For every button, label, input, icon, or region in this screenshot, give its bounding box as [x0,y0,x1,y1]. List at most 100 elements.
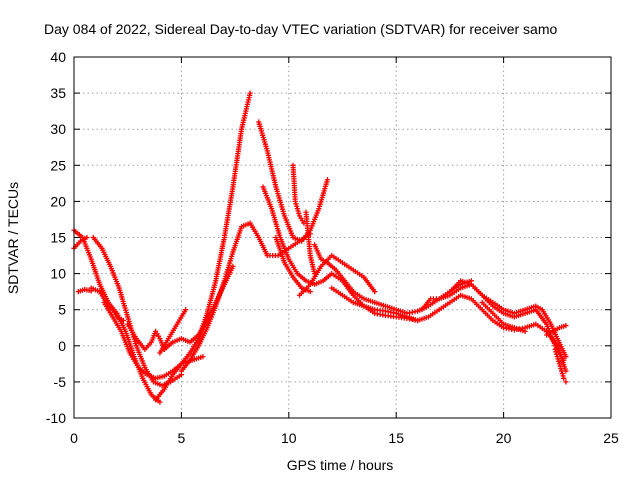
data-point-fill [535,304,543,312]
x-tick-label: 20 [496,430,512,446]
data-point-fill [143,341,153,351]
grid [74,57,611,418]
data-point-fill [282,215,295,238]
x-tick-label: 5 [178,430,186,446]
data-point-fill [77,287,86,294]
data-point [183,307,189,313]
data-point-fill [241,221,251,229]
data-point-fill [438,293,451,301]
data-point-fill [231,226,244,253]
data-point-fill [290,164,298,202]
data-point [561,375,567,381]
data-point-fill [256,121,270,152]
data-point [200,354,206,360]
series-track-18 [296,252,378,298]
x-tick-label: 10 [281,430,297,446]
data-point-fill [322,272,333,282]
data-point-fill [291,276,303,289]
data-point-fill [90,286,101,294]
data-point-fill [146,372,157,380]
data-point-fill [460,293,472,301]
x-tick-label: 25 [603,430,619,446]
data-point-fill [273,186,287,217]
data-point-fill [481,294,494,304]
data-point-fill [128,352,140,368]
series-track-4 [88,285,127,324]
data-point [247,90,253,96]
data-point-fill [449,280,462,293]
data-point-fill [503,322,515,330]
data-point [561,357,567,363]
axis-ticks: 0 5 10 15 20 25 -10 -5 0 5 10 15 20 25 30 35 40 [46,49,619,446]
data-point-fill [363,304,376,312]
data-point-fill [385,304,397,312]
data-point-fill [427,308,440,319]
data-point-fill [267,252,278,259]
data-point-fill [163,341,174,351]
data-point-fill [395,311,408,319]
x-tick-label: 15 [388,430,404,446]
data-point [292,198,298,204]
data-point-fill [180,336,191,344]
data-point-fill [331,286,343,297]
data-point-fill [540,309,553,325]
data-point-fill [362,276,376,293]
data-point-fill [430,296,439,302]
data-point [324,177,331,183]
data-point-fill [296,272,307,282]
data-point-fill [308,208,321,231]
data-point-fill [314,279,324,287]
data-point-fill [162,374,175,390]
data-point-fill [374,311,386,318]
data-point-fill [269,208,283,238]
data-point-fill [205,280,218,314]
data-point-fill [288,239,300,250]
data-point-fill [163,369,174,378]
data-point-fill [73,229,84,239]
data-point-fill [558,323,567,330]
series-track-8 [153,90,253,403]
data-point-fill [119,330,132,354]
data-point-fill [172,336,182,344]
data-point [120,317,127,324]
data-point-fill [385,313,397,320]
data-point-fill [396,314,407,321]
data-point-fill [374,300,386,308]
y-tick-label: -5 [54,374,67,390]
series-track-12 [256,119,331,244]
data-point-fill [427,297,440,308]
y-tick-label: 35 [50,85,66,101]
data-point-fill [287,258,299,275]
data-point-fill [111,316,123,332]
data-point-fill [98,291,108,303]
x-tick-label: 0 [70,430,78,446]
data-point-fill [154,388,166,401]
data-point-fill [513,311,526,319]
data-point-fill [470,298,483,311]
data-point-fill [283,262,295,278]
y-tick-label: 25 [50,157,66,173]
data-point-fill [395,307,408,316]
data-point-fill [503,311,515,319]
data-point-fill [492,319,505,329]
series-track-2 [71,234,90,251]
data-point-fill [222,186,236,238]
data-point-fill [188,338,200,354]
data-point-fill [316,179,330,209]
data-point-fill [326,261,337,272]
data-point-fill [320,257,328,265]
series-track-22 [479,299,528,334]
data-point-fill [308,265,323,286]
data-point-fill [261,186,274,210]
data-point-fill [222,251,235,282]
data-series [71,90,569,405]
data-point-fill [460,278,472,287]
data-point-fill [191,354,204,363]
data-point [157,399,163,405]
data-point-fill [552,326,560,333]
data-point-fill [492,312,505,325]
y-axis-label: SDTVAR / TECUs [5,182,21,294]
series-track-23 [543,322,569,338]
data-point-fill [135,337,147,351]
y-tick-label: 0 [58,338,66,354]
